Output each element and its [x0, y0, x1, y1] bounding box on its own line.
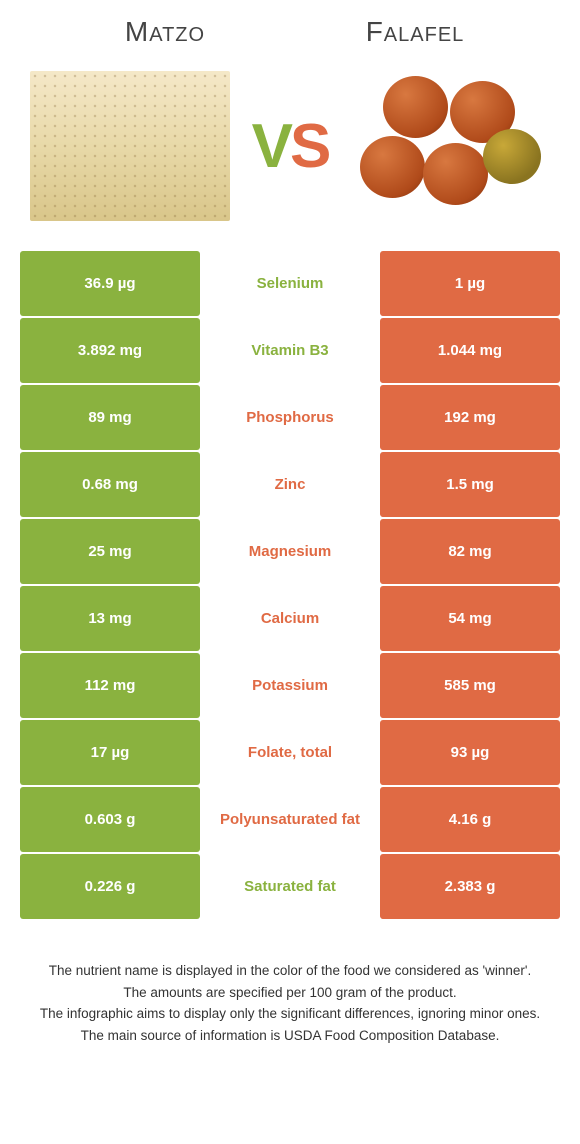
- table-row: 0.68 mgZinc1.5 mg: [20, 452, 560, 517]
- table-row: 3.892 mgVitamin B31.044 mg: [20, 318, 560, 383]
- right-value-cell: 1.5 mg: [380, 452, 560, 517]
- nutrient-label-cell: Folate, total: [200, 720, 380, 785]
- matzo-image: [30, 66, 230, 226]
- nutrient-label-cell: Calcium: [200, 586, 380, 651]
- right-food-title: Falafel: [290, 16, 540, 48]
- nutrient-label-cell: Selenium: [200, 251, 380, 316]
- right-value-cell: 82 mg: [380, 519, 560, 584]
- left-food-title: Matzo: [40, 16, 290, 48]
- right-value-cell: 1.044 mg: [380, 318, 560, 383]
- right-value-cell: 2.383 g: [380, 854, 560, 919]
- vs-s-letter: S: [290, 112, 328, 181]
- left-value-cell: 3.892 mg: [20, 318, 200, 383]
- left-value-cell: 25 mg: [20, 519, 200, 584]
- vs-v-letter: V: [252, 112, 290, 181]
- left-value-cell: 0.226 g: [20, 854, 200, 919]
- nutrient-label-cell: Saturated fat: [200, 854, 380, 919]
- left-value-cell: 112 mg: [20, 653, 200, 718]
- right-value-cell: 93 µg: [380, 720, 560, 785]
- left-value-cell: 36.9 µg: [20, 251, 200, 316]
- left-value-cell: 13 mg: [20, 586, 200, 651]
- table-row: 89 mgPhosphorus192 mg: [20, 385, 560, 450]
- nutrient-label-cell: Magnesium: [200, 519, 380, 584]
- nutrient-label-cell: Potassium: [200, 653, 380, 718]
- table-row: 36.9 µgSelenium1 µg: [20, 251, 560, 316]
- table-row: 0.603 gPolyunsaturated fat4.16 g: [20, 787, 560, 852]
- table-row: 13 mgCalcium54 mg: [20, 586, 560, 651]
- right-value-cell: 54 mg: [380, 586, 560, 651]
- falafel-image: [350, 66, 550, 226]
- table-row: 112 mgPotassium585 mg: [20, 653, 560, 718]
- left-value-cell: 0.603 g: [20, 787, 200, 852]
- table-row: 0.226 gSaturated fat2.383 g: [20, 854, 560, 919]
- footnotes: The nutrient name is displayed in the co…: [0, 921, 580, 1077]
- footnote-line: The nutrient name is displayed in the co…: [30, 961, 550, 981]
- nutrient-label-cell: Vitamin B3: [200, 318, 380, 383]
- image-row: VS: [0, 56, 580, 251]
- nutrient-label-cell: Phosphorus: [200, 385, 380, 450]
- footnote-line: The infographic aims to display only the…: [30, 1004, 550, 1024]
- comparison-table: 36.9 µgSelenium1 µg3.892 mgVitamin B31.0…: [0, 251, 580, 919]
- footnote-line: The main source of information is USDA F…: [30, 1026, 550, 1046]
- right-value-cell: 192 mg: [380, 385, 560, 450]
- footnote-line: The amounts are specified per 100 gram o…: [30, 983, 550, 1003]
- right-value-cell: 585 mg: [380, 653, 560, 718]
- table-row: 17 µgFolate, total93 µg: [20, 720, 560, 785]
- right-value-cell: 1 µg: [380, 251, 560, 316]
- left-value-cell: 0.68 mg: [20, 452, 200, 517]
- vs-label: VS: [252, 111, 329, 182]
- header: Matzo Falafel: [0, 0, 580, 56]
- nutrient-label-cell: Polyunsaturated fat: [200, 787, 380, 852]
- table-row: 25 mgMagnesium82 mg: [20, 519, 560, 584]
- nutrient-label-cell: Zinc: [200, 452, 380, 517]
- right-value-cell: 4.16 g: [380, 787, 560, 852]
- left-value-cell: 89 mg: [20, 385, 200, 450]
- left-value-cell: 17 µg: [20, 720, 200, 785]
